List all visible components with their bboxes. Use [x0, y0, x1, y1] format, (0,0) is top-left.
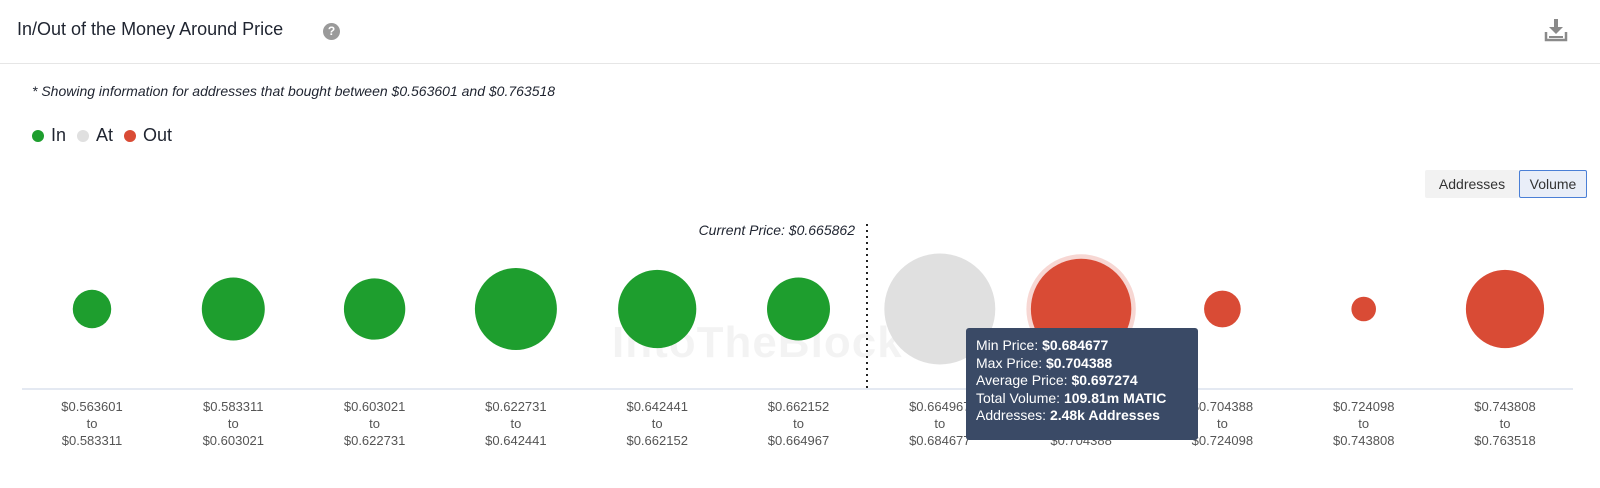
tick-label-from: $0.743808	[1474, 399, 1535, 414]
tick-label-from: $0.704388	[1192, 399, 1253, 414]
tick-label-to-word: to	[228, 416, 239, 431]
tick-label-from: $0.583311	[203, 399, 264, 414]
tick-label-to: $0.743808	[1333, 433, 1394, 448]
tick-label-to-word: to	[1500, 416, 1511, 431]
tick-label-from: $0.724098	[1333, 399, 1394, 414]
chart-title: In/Out of the Money Around Price	[17, 19, 284, 39]
legend-label-out: Out	[143, 125, 173, 145]
tick-label-to: $0.664967	[768, 433, 829, 448]
tick-label-to: $0.724098	[1192, 433, 1253, 448]
tick-label-to: $0.763518	[1474, 433, 1535, 448]
tooltip-min-price: Min Price: $0.684677	[976, 337, 1109, 353]
tick-label-to-word: to	[1358, 416, 1369, 431]
bubble-chart: Current Price: $0.665862 $0.563601 to $0.58…	[22, 222, 1573, 448]
current-price-label: Current Price: $0.665862	[699, 222, 856, 238]
bubble-out[interactable]	[1351, 296, 1376, 322]
tick-label-to-word: to	[510, 416, 521, 431]
legend-item-at[interactable]: At	[77, 125, 113, 146]
legend-dot-out	[124, 129, 137, 142]
tick-label-to-word: to	[652, 416, 663, 431]
chart-header: In/Out of the Money Around Price ?	[0, 0, 1600, 64]
addresses-toggle-button[interactable]: Addresses	[1425, 170, 1519, 198]
tick-label-to-word: to	[87, 416, 98, 431]
legend-label-at: At	[96, 125, 114, 145]
tick-label-to-word: to	[369, 416, 380, 431]
tooltip-addresses: Addresses: 2.48k Addresses	[976, 407, 1160, 423]
tick-label-to: $0.603021	[203, 433, 264, 448]
bubble-in[interactable]	[201, 277, 265, 341]
bubble-in[interactable]	[618, 269, 697, 349]
bubble-out[interactable]	[1204, 290, 1241, 328]
bubble-in[interactable]	[72, 289, 112, 329]
tick-label-to: $0.684677	[909, 433, 970, 448]
tooltip-average-price: Average Price: $0.697274	[976, 372, 1138, 388]
tick-label-to-word: to	[934, 416, 945, 431]
question-circle-icon[interactable]: ?	[323, 23, 340, 40]
tooltip-max-price: Max Price: $0.704388	[976, 354, 1113, 371]
tick-label-from: $0.622731	[485, 399, 546, 414]
tick-label-from: $0.603021	[344, 399, 405, 414]
tick-label-to: $0.662152	[626, 433, 687, 448]
legend: In At Out	[32, 125, 183, 146]
legend-item-in[interactable]: In	[32, 125, 66, 146]
volume-toggle-button[interactable]: Volume	[1519, 170, 1587, 198]
tick-label-to: $0.622731	[344, 433, 405, 448]
range-note: * Showing information for addresses that…	[32, 83, 556, 99]
bubble-in[interactable]	[767, 277, 830, 341]
tick-label-to-word: to	[793, 416, 804, 431]
bubble-in[interactable]	[474, 268, 557, 350]
tick-label-to: $0.583311	[62, 433, 123, 448]
bubble-in[interactable]	[343, 278, 406, 340]
chart-tooltip: Min Price: $0.684677 Max Price: $0.70438…	[966, 328, 1198, 440]
tooltip-total-volume: Total Volume: 109.81m MATIC	[976, 389, 1167, 406]
bubble-out[interactable]	[1465, 269, 1545, 349]
legend-dot-at	[77, 129, 90, 142]
legend-label-in: In	[51, 125, 67, 145]
tick-label-to: $0.642441	[485, 433, 546, 448]
legend-item-out[interactable]: Out	[124, 125, 172, 146]
download-icon[interactable]	[1544, 18, 1568, 42]
tick-label-from: $0.642441	[626, 399, 687, 414]
tick-label-from: $0.563601	[61, 399, 122, 414]
tick-label-from: $0.662152	[768, 399, 829, 414]
tick-label-to-word: to	[1217, 416, 1228, 431]
tick-label-from: $0.664967	[909, 399, 970, 414]
legend-dot-in	[32, 129, 44, 142]
